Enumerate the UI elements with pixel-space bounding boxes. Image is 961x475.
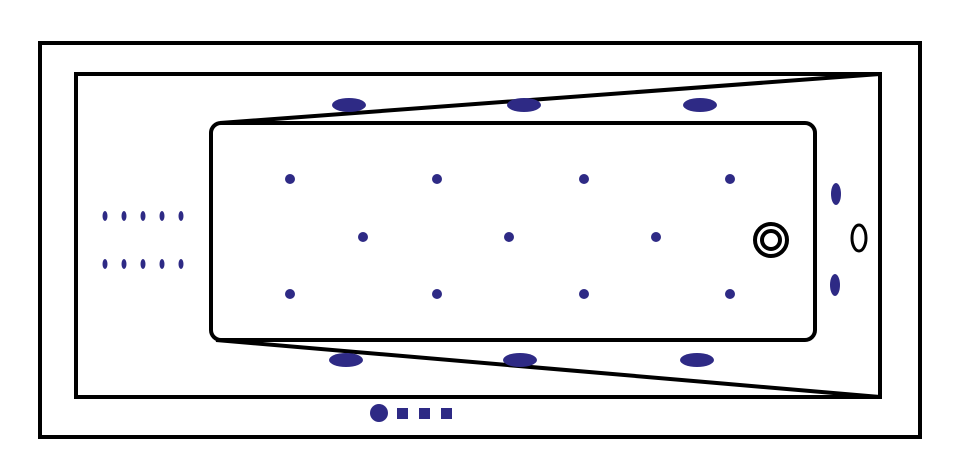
floor-jet	[725, 289, 735, 299]
top-diagonal	[219, 72, 881, 125]
floor-jet	[432, 289, 442, 299]
foot-jet	[830, 274, 840, 296]
foot-jet	[831, 183, 841, 205]
control-indicator	[441, 408, 452, 419]
back-jet	[102, 259, 108, 269]
control-indicator	[397, 408, 408, 419]
floor-jet	[651, 232, 661, 242]
back-jet	[140, 259, 146, 269]
back-jet	[159, 211, 165, 221]
control-indicator	[419, 408, 430, 419]
overflow	[850, 223, 868, 253]
side-jet	[329, 353, 363, 367]
floor-jet	[725, 174, 735, 184]
inner-frame	[74, 72, 882, 399]
control-button	[370, 404, 388, 422]
basin	[209, 121, 817, 342]
side-jet	[680, 353, 714, 367]
back-jet	[159, 259, 165, 269]
back-jet	[121, 259, 127, 269]
side-jet	[507, 98, 541, 112]
side-jet	[503, 353, 537, 367]
outer-frame	[38, 41, 922, 439]
floor-jet	[579, 174, 589, 184]
floor-jet	[285, 289, 295, 299]
back-jet	[102, 211, 108, 221]
back-jet	[121, 211, 127, 221]
floor-jet	[579, 289, 589, 299]
floor-jet	[504, 232, 514, 242]
drain-inner	[760, 229, 782, 251]
bottom-diagonal	[215, 338, 881, 399]
side-jet	[683, 98, 717, 112]
floor-jet	[358, 232, 368, 242]
side-jet	[332, 98, 366, 112]
back-jet	[178, 211, 184, 221]
floor-jet	[285, 174, 295, 184]
back-jet	[140, 211, 146, 221]
drain-outer	[753, 222, 789, 258]
back-jet	[178, 259, 184, 269]
floor-jet	[432, 174, 442, 184]
